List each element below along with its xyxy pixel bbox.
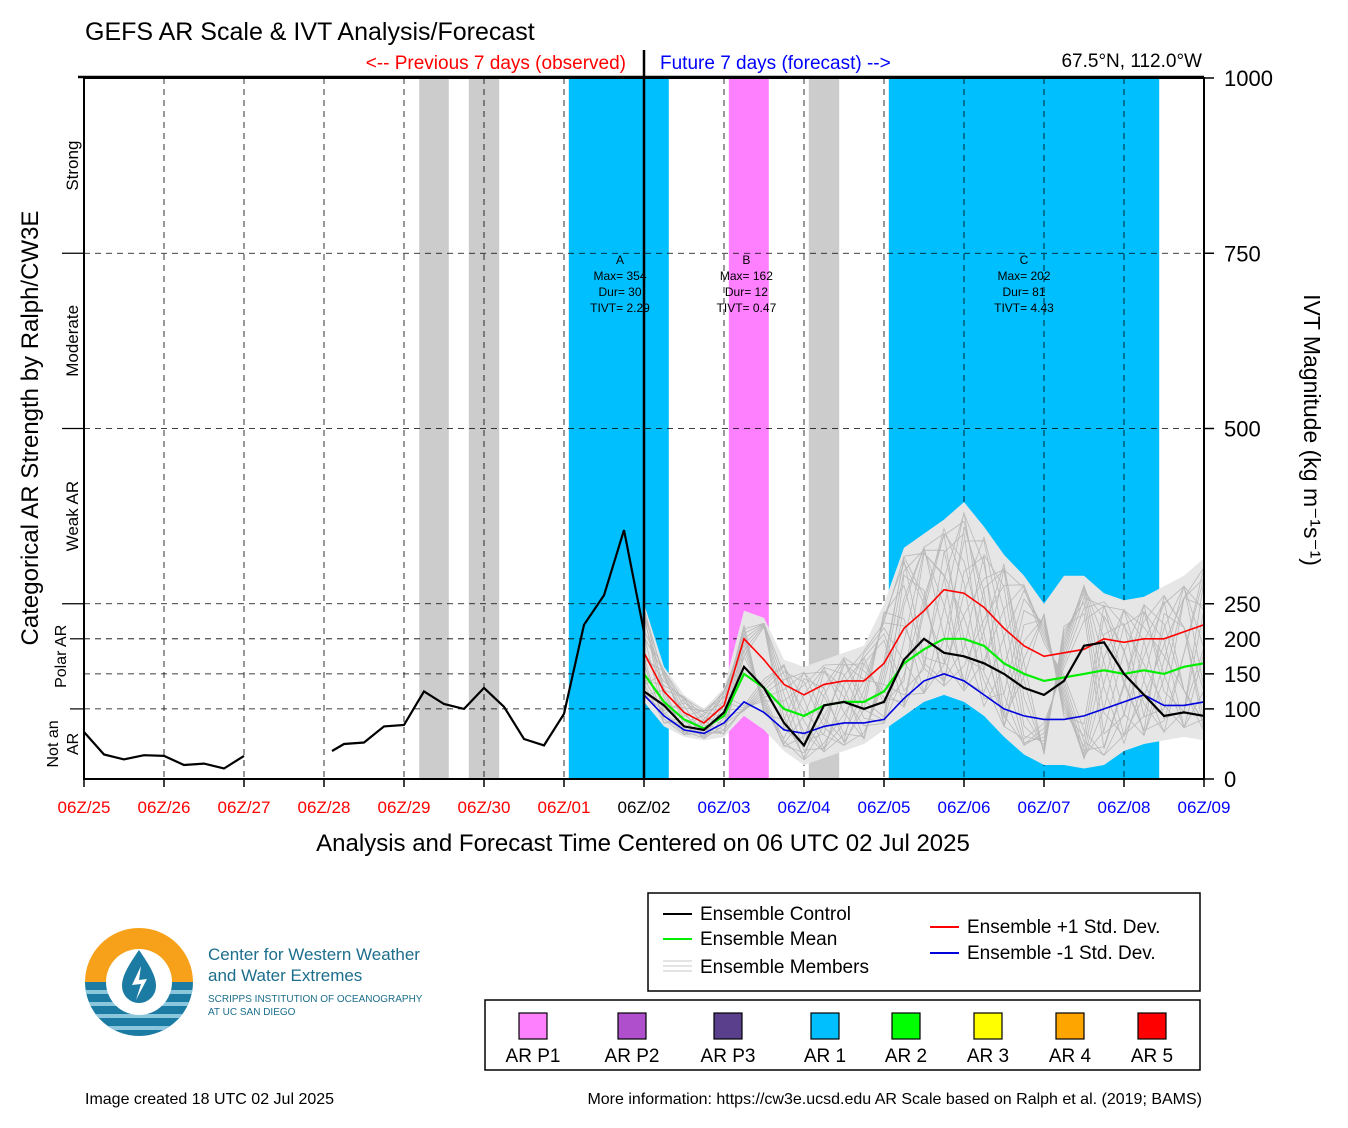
ar-period-stat: Dur= 30 <box>598 285 641 299</box>
ar-period-stat: TIVT= 0.47 <box>717 301 777 315</box>
scale-swatch-ar-1 <box>810 1012 840 1040</box>
ensemble-member-line <box>643 535 1205 747</box>
cw3e-logo: Center for Western Weather and Water Ext… <box>85 928 423 1036</box>
scale-swatch-ar-4 <box>1055 1012 1085 1040</box>
footer-info: More information: https://cw3e.ucsd.edu … <box>587 1091 1202 1108</box>
category-label-line: AR <box>65 733 82 755</box>
series-ensemble-mean <box>643 637 1205 730</box>
category-label-polar-ar: Polar AR <box>53 625 70 688</box>
logo-line-3: SCRIPPS INSTITUTION OF OCEANOGRAPHY <box>208 994 423 1005</box>
series-ensemble-1-std-dev- <box>643 673 1205 735</box>
x-tick-label: 06Z/02 <box>618 798 671 817</box>
y-tick-label: 0 <box>1224 767 1236 792</box>
legend-control: Ensemble Control <box>700 904 851 925</box>
x-tick-label: 06Z/04 <box>778 798 831 817</box>
ar-period-stat: A <box>616 253 624 267</box>
category-label-weak-ar: Weak AR <box>63 481 82 552</box>
x-tick-label: 06Z/01 <box>538 798 591 817</box>
y-tick-label: 500 <box>1224 417 1261 442</box>
ar-scale-legend: AR P1 AR P2 AR P3 AR 1 AR 2 AR 3 AR 4 AR 5 <box>484 999 1201 1071</box>
x-tick-label: 06Z/03 <box>698 798 751 817</box>
x-tick-label: 06Z/28 <box>298 798 351 817</box>
members-envelope <box>644 502 1204 769</box>
x-tick-label: 06Z/30 <box>458 798 511 817</box>
scale-label: AR 1 <box>804 1046 846 1067</box>
scale-swatch-ar-5 <box>1137 1012 1167 1040</box>
category-label-moderate: Moderate <box>63 305 82 377</box>
ar-period-label-B: B Max= 162 Dur= 12 TIVT= 0.47 <box>717 253 777 315</box>
scale-swatch-ar-p1 <box>518 1012 548 1040</box>
legend-mean: Ensemble Mean <box>700 929 837 950</box>
ar-period-stat: TIVT= 2.29 <box>590 301 650 315</box>
chart-title: GEFS AR Scale & IVT Analysis/Forecast <box>85 18 535 46</box>
control-observed-line <box>331 529 646 752</box>
series-ensemble-1-std-dev- <box>643 588 1205 724</box>
y-tick-label: 250 <box>1224 592 1261 617</box>
logo-line-1: Center for Western Weather <box>208 945 420 964</box>
scale-swatch-ar-p2 <box>617 1012 647 1040</box>
ar-period-stat: Max= 162 <box>720 269 773 283</box>
control-observed-line <box>83 731 245 770</box>
scale-swatch-ar-3 <box>973 1012 1003 1040</box>
x-tick-label: 06Z/09 <box>1178 798 1231 817</box>
ar-period-stat: Dur= 12 <box>725 285 768 299</box>
legend-plus-std: Ensemble +1 Std. Dev. <box>967 917 1160 938</box>
x-tick-label: 06Z/08 <box>1098 798 1151 817</box>
scale-label: AR 2 <box>885 1046 927 1067</box>
x-tick-label: 06Z/05 <box>858 798 911 817</box>
ensemble-member-line <box>643 555 1205 742</box>
ar-period-stat: Dur= 81 <box>1002 285 1045 299</box>
ensemble-member-line <box>643 549 1205 758</box>
category-label-line: Not an <box>45 720 62 767</box>
location-label: 67.5°N, 112.0°W <box>1061 51 1202 72</box>
ar-period-stat: TIVT= 4.43 <box>994 301 1054 315</box>
scale-label: AR 3 <box>967 1046 1009 1067</box>
logo-line-2: and Water Extremes <box>208 966 362 985</box>
logo-line-4: AT UC SAN DIEGO <box>208 1007 296 1018</box>
ensemble-member-line <box>643 545 1205 759</box>
y-tick-label: 1000 <box>1224 66 1273 91</box>
scale-label: AR P2 <box>605 1046 660 1067</box>
category-label-strong: Strong <box>63 141 82 191</box>
x-tick-label: 06Z/26 <box>138 798 191 817</box>
x-axis-title: Analysis and Forecast Time Centered on 0… <box>316 830 970 857</box>
ar-period-stat: Max= 202 <box>997 269 1050 283</box>
ar-period-stat: C <box>1020 253 1029 267</box>
ar-period-stat: Max= 354 <box>593 269 646 283</box>
x-tick-label: 06Z/29 <box>378 798 431 817</box>
scale-label: AR P1 <box>506 1046 561 1067</box>
ar-period-label-C: C Max= 202 Dur= 81 TIVT= 4.43 <box>994 253 1054 315</box>
line-legend: Ensemble Control Ensemble Mean Ensemble … <box>647 892 1201 992</box>
scale-label: AR 5 <box>1131 1046 1173 1067</box>
x-tick-label: 06Z/06 <box>938 798 991 817</box>
x-tick-label: 06Z/25 <box>58 798 111 817</box>
gray-shading-0 <box>419 78 449 779</box>
scale-label: AR 4 <box>1049 1046 1092 1067</box>
legend-members: Ensemble Members <box>700 957 869 978</box>
right-axis-title: IVT Magnitude (kg m⁻¹s⁻¹) <box>1299 294 1325 566</box>
previous-period-label: <-- Previous 7 days (observed) <box>366 53 626 74</box>
ensemble-member-line <box>643 527 1205 761</box>
category-label-not-an-ar: Not an AR <box>45 720 82 767</box>
y-tick-label: 750 <box>1224 241 1261 266</box>
x-tick-label: 06Z/27 <box>218 798 271 817</box>
left-axis-title: Categorical AR Strength by Ralph/CW3E <box>17 211 44 646</box>
footer-created: Image created 18 UTC 02 Jul 2025 <box>85 1091 334 1108</box>
ar-period-label-A: A Max= 354 Dur= 30 TIVT= 2.29 <box>590 253 650 315</box>
legend-minus-std: Ensemble -1 Std. Dev. <box>967 943 1156 964</box>
series-ensemble-control <box>643 637 1205 748</box>
x-tick-label: 06Z/07 <box>1018 798 1071 817</box>
plot-area: A Max= 354 Dur= 30 TIVT= 2.29 B Max= 162 Dur= … <box>45 50 1273 817</box>
y-tick-label: 100 <box>1224 697 1261 722</box>
scale-swatch-ar-p3 <box>713 1012 743 1040</box>
scale-label: AR P3 <box>701 1046 756 1067</box>
ensemble-member-line <box>643 549 1205 760</box>
future-period-label: Future 7 days (forecast) --> <box>660 53 891 74</box>
y-tick-label: 200 <box>1224 627 1261 652</box>
ensemble-member-line <box>643 540 1205 751</box>
y-tick-label: 150 <box>1224 662 1261 687</box>
ar-period-stat: B <box>742 253 750 267</box>
scale-swatch-ar-2 <box>891 1012 921 1040</box>
